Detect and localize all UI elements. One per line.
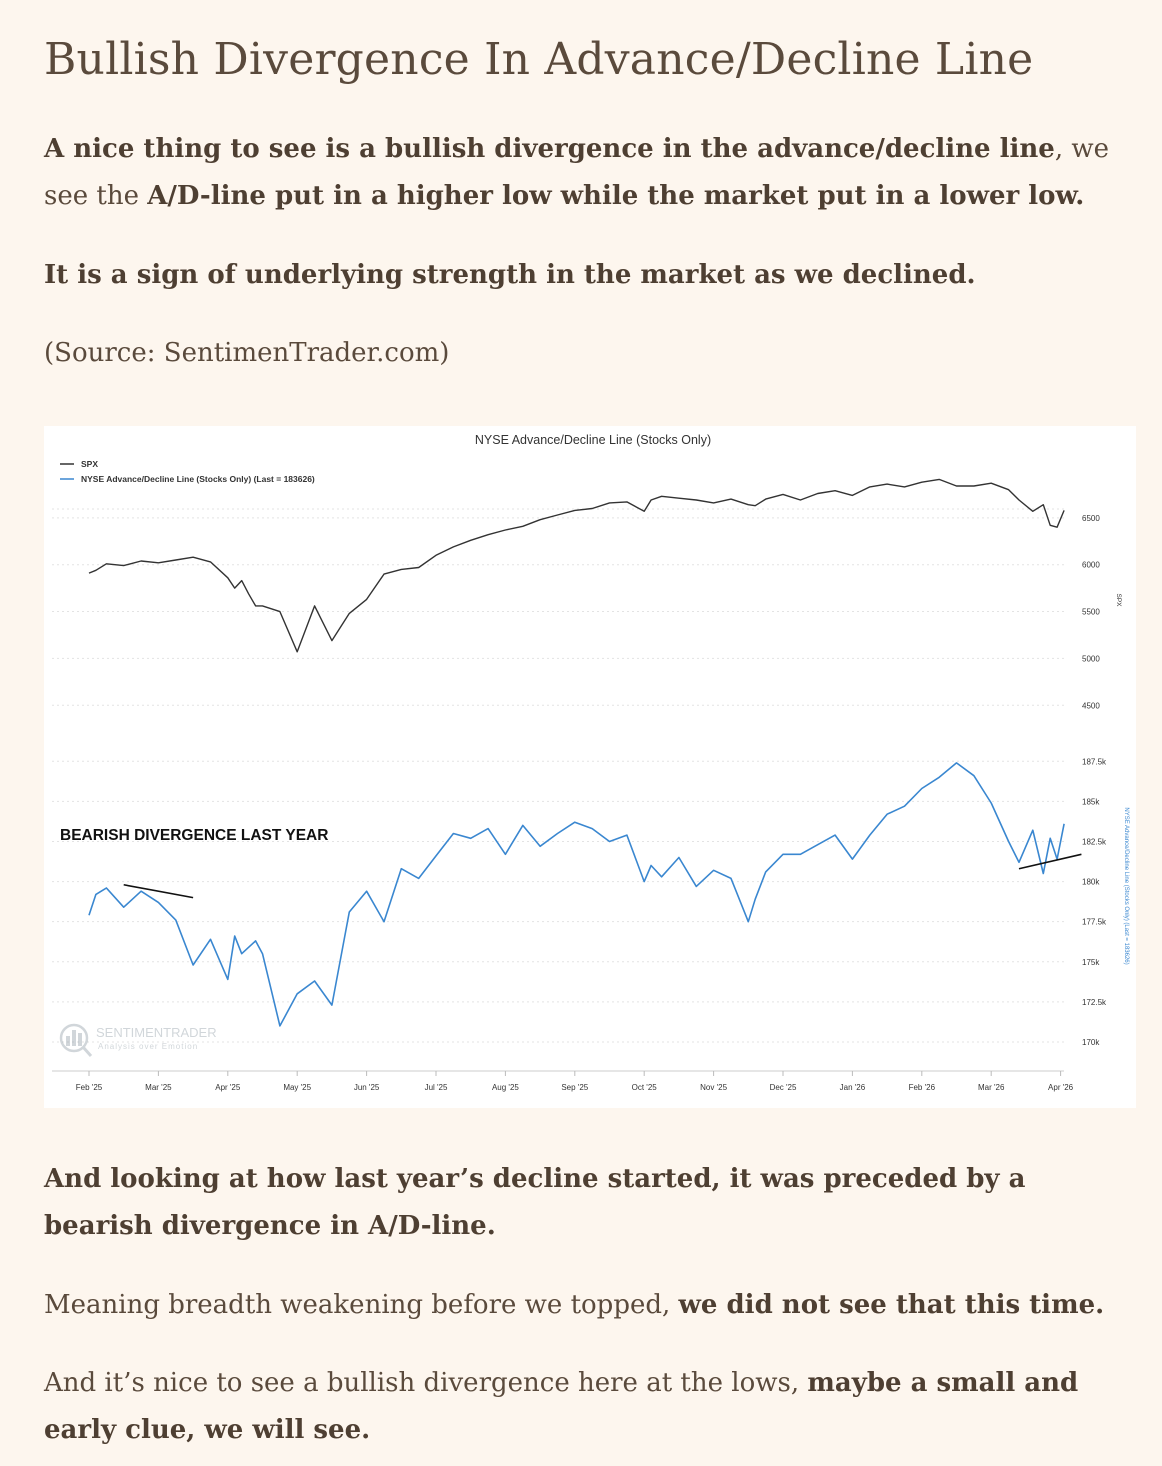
ad-tick-label: 182.5k [1082, 837, 1107, 846]
trend-lines [123, 853, 1082, 899]
p6-bold-1: maybe a small and early clue, we will se… [44, 1368, 1079, 1445]
article-title: Bullish Divergence In Advance/Decline Li… [44, 34, 1034, 85]
p4-bold-1: And looking at how last year’s decline s… [44, 1164, 1026, 1241]
series-lines [88, 478, 1065, 1027]
spx-tick-label: 6000 [1082, 561, 1100, 570]
spx-tick-label: 4500 [1082, 701, 1100, 710]
p5-bold-1: we did not see that this time. [678, 1290, 1105, 1320]
chart-svg: NYSE Advance/Decline Line (Stocks Only) … [44, 426, 1136, 1108]
paragraph-5: Meaning breadth weakening before we topp… [44, 1282, 1129, 1329]
x-tick-label: Oct '25 [632, 1083, 658, 1092]
ad-tick-label: 177.5k [1082, 918, 1107, 927]
bullish-divergence-line [1018, 853, 1082, 870]
ad-tick-label: 172.5k [1082, 998, 1107, 1007]
spx-tick-label: 6500 [1082, 514, 1100, 523]
chart-title: NYSE Advance/Decline Line (Stocks Only) [475, 433, 711, 447]
x-tick-label: Aug '25 [492, 1083, 519, 1092]
paragraph-6: And it’s nice to see a bullish divergenc… [44, 1360, 1129, 1454]
x-tick-label: May '25 [283, 1083, 311, 1092]
sentimentrader-watermark: SENTIMENTRADER Analysis over Emotion [59, 1023, 217, 1057]
p6-text-1: And it’s nice to see a bullish divergenc… [44, 1368, 808, 1398]
grid-lines [52, 508, 1064, 1043]
ad-tick-label: 180k [1082, 878, 1100, 887]
ad-tick-label: 170k [1082, 1038, 1100, 1047]
p5-text-1: Meaning breadth weakening before we topp… [44, 1290, 679, 1320]
spx-series-line [88, 478, 1065, 653]
watermark-logo-icon [59, 1023, 89, 1053]
ad-tick-label: 175k [1082, 958, 1100, 967]
source-paragraph: (Source: SentimenTrader.com) [44, 330, 1129, 377]
ad-line-series [88, 762, 1065, 1027]
p1-bold-2: A/D-line put in a higher low while the m… [147, 181, 1085, 211]
ad-axis-title: NYSE Advance/Decline Line (Stocks Only) … [1123, 807, 1129, 964]
spx-axis-title: SPX [1115, 593, 1122, 607]
watermark-logo-bar-1 [66, 1036, 70, 1046]
ad-tick-label: 185k [1082, 797, 1100, 806]
legend-label-ad-line: NYSE Advance/Decline Line (Stocks Only) … [81, 474, 315, 484]
x-tick-label: Dec '25 [770, 1083, 797, 1092]
x-tick-label: Jul '25 [425, 1083, 448, 1092]
p1-bold-1: A nice thing to see is a bullish diverge… [44, 134, 1055, 164]
watermark-logo-bar-3 [78, 1033, 82, 1046]
spx-tick-label: 5000 [1082, 654, 1100, 663]
x-tick-label: Mar '25 [145, 1083, 172, 1092]
x-tick-label: Jan '26 [840, 1083, 866, 1092]
legend-label-spx: SPX [81, 459, 98, 469]
paragraph-4: And looking at how last year’s decline s… [44, 1156, 1129, 1250]
x-tick-label: Sep '25 [561, 1083, 588, 1092]
axis-labels: 6500 6000 5500 5000 4500 187.5k 185k 182.5k 180k… [52, 514, 1129, 1092]
x-tick-label: Mar '26 [978, 1083, 1005, 1092]
x-tick-label: Nov '25 [700, 1083, 727, 1092]
ad-tick-label: 187.5k [1082, 757, 1107, 766]
x-tick-label: Apr '25 [215, 1083, 241, 1092]
ad-line-chart: NYSE Advance/Decline Line (Stocks Only) … [44, 426, 1136, 1108]
chart-background [44, 426, 1136, 1108]
spx-tick-label: 5500 [1082, 608, 1100, 617]
paragraph-2: It is a sign of underlying strength in t… [44, 252, 1129, 299]
chart-legend: SPX NYSE Advance/Decline Line (Stocks On… [60, 459, 315, 484]
bearish-divergence-annotation: BEARISH DIVERGENCE LAST YEAR [60, 827, 328, 844]
bearish-divergence-line [123, 883, 194, 899]
x-tick-label: Feb '26 [909, 1083, 936, 1092]
x-tick-label: Jun '25 [354, 1083, 380, 1092]
watermark-name: SENTIMENTRADER [96, 1025, 217, 1040]
source-text: (Source: SentimenTrader.com) [44, 338, 450, 368]
watermark-tagline: Analysis over Emotion [98, 1042, 198, 1051]
p1-text-1: , we see the [44, 134, 1110, 211]
watermark-logo-bar-2 [72, 1030, 76, 1046]
x-tick-label: Feb '25 [76, 1083, 103, 1092]
paragraph-1: A nice thing to see is a bullish diverge… [44, 126, 1129, 220]
x-tick-label: Apr '26 [1048, 1083, 1074, 1092]
watermark-logo-handle [81, 1046, 93, 1057]
p2-bold-1: It is a sign of underlying strength in t… [44, 260, 976, 290]
